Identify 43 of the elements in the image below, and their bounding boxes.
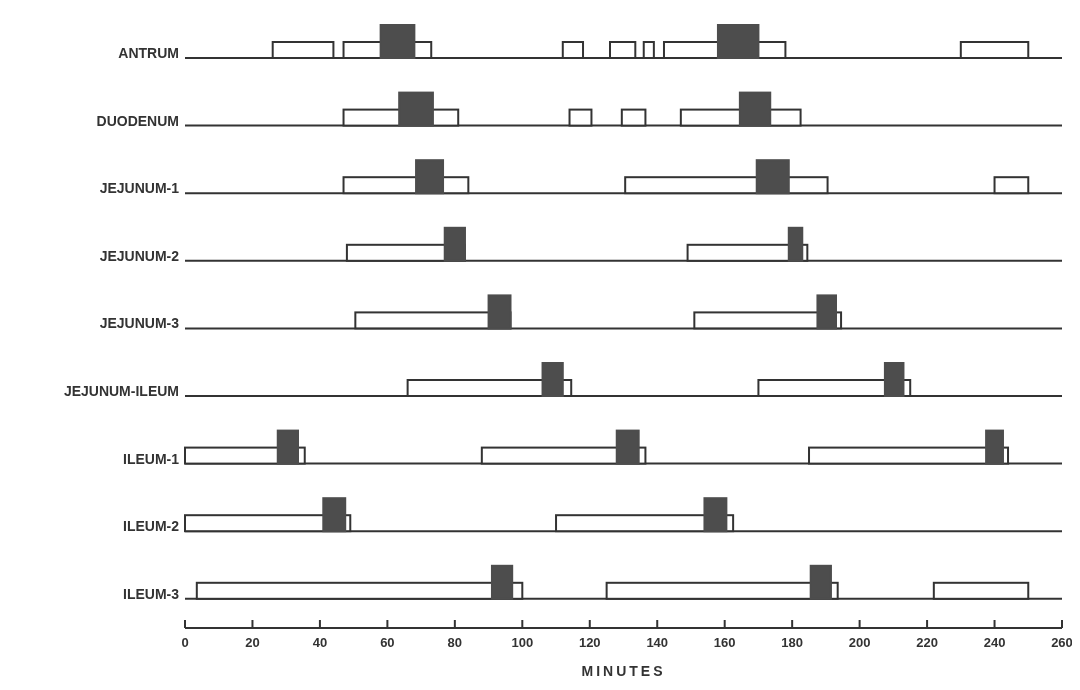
bar (276, 429, 299, 465)
bar (379, 24, 416, 59)
x-tick-label: 0 (181, 635, 189, 650)
y-tick-label: JEJUNUM-3 (99, 315, 180, 332)
bar (398, 91, 434, 127)
y-tick-label: ILEUM-3 (123, 585, 180, 602)
y-tick-label: JEJUNUM-2 (99, 247, 180, 264)
bar (755, 159, 790, 195)
bar (615, 429, 640, 465)
bar (985, 429, 1004, 465)
x-tick-label: 240 (983, 635, 1006, 650)
x-tick-label: 180 (781, 635, 804, 650)
x-tick-label: 80 (447, 635, 463, 650)
bar (809, 564, 832, 600)
bar (703, 497, 728, 533)
y-tick-label: JEJUNUM-ILEUM (63, 383, 179, 399)
y-tick-label: DUODENUM (96, 112, 179, 129)
y-tick-label: JEJUNUM-1 (99, 180, 180, 197)
x-axis-title: MINUTES (581, 663, 666, 679)
x-tick-label: 200 (848, 635, 871, 650)
bar (787, 226, 804, 262)
x-tick-label: 100 (511, 635, 534, 650)
x-tick-label: 60 (380, 635, 395, 650)
y-tick-label: ANTRUM (118, 45, 179, 61)
x-tick-label: 40 (312, 635, 328, 650)
bar (322, 497, 347, 533)
x-tick-label: 220 (916, 635, 938, 650)
bar (487, 294, 512, 330)
bar (716, 24, 760, 59)
bar (816, 294, 837, 330)
bar (883, 362, 905, 397)
bar (415, 159, 445, 195)
bar (490, 564, 514, 600)
x-tick-label: 260 (1051, 635, 1073, 650)
y-tick-label: ILEUM-2 (123, 518, 180, 535)
x-tick-label: 140 (646, 635, 669, 650)
x-tick-label: 160 (713, 635, 736, 650)
bar (443, 226, 466, 262)
bar (541, 362, 564, 397)
bar (738, 91, 772, 127)
x-tick-label: 120 (578, 635, 601, 650)
x-tick-label: 20 (245, 635, 260, 650)
y-tick-label: ILEUM-1 (123, 450, 180, 467)
